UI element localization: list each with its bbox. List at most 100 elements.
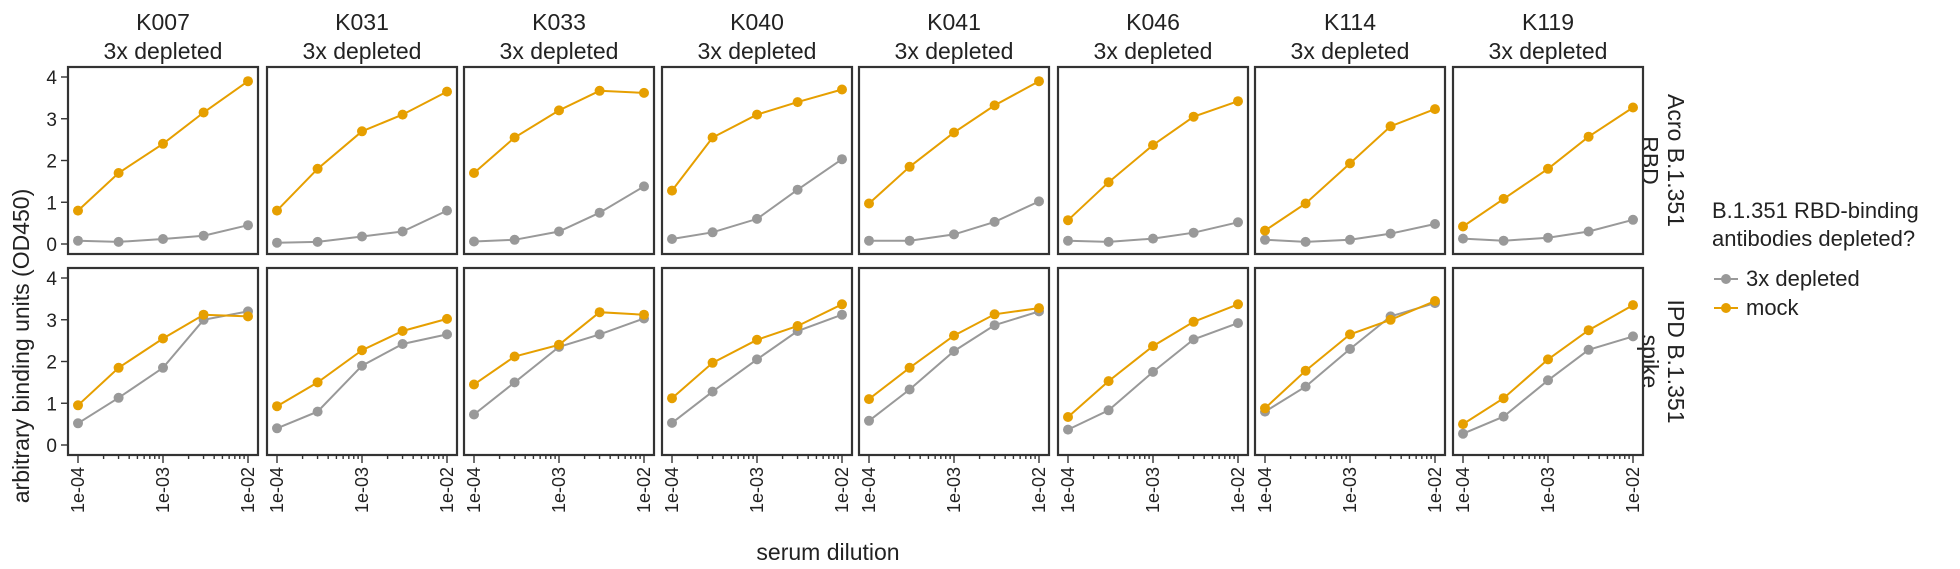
y-tick-label: 1 [46, 394, 57, 415]
data-point [707, 357, 718, 368]
panel-K007-row-1: 0 1 2 3 4 [46, 65, 260, 256]
data-point [1583, 226, 1594, 237]
data-point [397, 109, 408, 120]
column-title-K007: K007 [136, 9, 190, 35]
facet-panels: 0 1 2 3 4 0 1 2 3 4 1e-04 1e-03 1e-02 1e-04 1e-03 1e-02… [46, 65, 1645, 513]
x-tick-label: 1e-02 [1029, 467, 1049, 513]
data-point [707, 386, 718, 397]
data-point [594, 307, 605, 318]
data-point [1103, 177, 1114, 188]
data-point [989, 100, 1000, 111]
data-point [357, 126, 367, 137]
data-point [752, 354, 762, 365]
series-3x-depleted [469, 181, 649, 247]
series-mock [864, 303, 1044, 405]
panel-frame [1253, 65, 1447, 256]
x-tick-label: 1e-04 [1058, 467, 1078, 513]
x-tick-label: 1e-02 [238, 467, 258, 513]
data-point [594, 207, 605, 218]
column-subtitle-K041: 3x depleted [895, 38, 1014, 64]
data-point [1385, 314, 1396, 325]
series-3x-depleted [1458, 214, 1638, 246]
panel-frame [660, 65, 854, 256]
data-point [158, 138, 168, 149]
data-point [864, 198, 874, 209]
panel-K007-row-2: 0 1 2 3 4 1e-04 1e-03 1e-02 [46, 266, 260, 513]
series-3x-depleted [1260, 298, 1440, 417]
row-title-line: RBD [1637, 136, 1663, 185]
column-title-K040: K040 [730, 9, 784, 35]
row-title-line: spike [1637, 335, 1663, 389]
series-3x-depleted [1458, 331, 1638, 439]
data-point [1543, 375, 1553, 386]
panel-frame [462, 266, 656, 457]
data-point [442, 329, 452, 340]
y-tick-label: 3 [46, 311, 57, 332]
data-point [397, 226, 408, 237]
x-tick-label: 1e-02 [1228, 467, 1248, 513]
panel-K033-row-2: 1e-04 1e-03 1e-02 [462, 266, 656, 513]
series-3x-depleted [272, 329, 452, 434]
column-title-K031: K031 [335, 9, 389, 35]
series-line [1264, 108, 1436, 232]
column-title-K041: K041 [927, 9, 981, 35]
row-title-line: IPD B.1.351 [1663, 299, 1689, 423]
data-point [469, 409, 479, 420]
data-point [1063, 235, 1073, 246]
data-point [1345, 234, 1355, 245]
y-tick-label: 2 [46, 353, 57, 374]
series-line [1067, 100, 1239, 221]
data-point [949, 330, 959, 341]
data-point [158, 333, 168, 344]
data-point [949, 127, 959, 138]
x-tick-label: 1e-04 [1453, 467, 1473, 513]
data-point [397, 339, 408, 349]
column-subtitle-K114: 3x depleted [1291, 38, 1410, 64]
panel-frame [1451, 65, 1645, 256]
legend-title-line-1: B.1.351 RBD-binding [1712, 198, 1919, 223]
data-point [1148, 366, 1158, 377]
data-point [1430, 296, 1440, 306]
series-3x-depleted [272, 205, 452, 248]
column-subtitle-K040: 3x depleted [698, 38, 817, 64]
data-point [1543, 232, 1553, 243]
series-line [1264, 302, 1436, 413]
data-point [1345, 329, 1355, 340]
x-tick-label: 1e-03 [747, 467, 767, 513]
series-mock [1260, 104, 1440, 236]
data-point [752, 109, 762, 120]
data-point [792, 97, 803, 108]
panel-K031-row-1 [265, 65, 459, 256]
y-tick-label: 3 [46, 110, 57, 131]
data-point [1300, 236, 1311, 247]
x-tick-label: 1e-04 [68, 467, 88, 513]
panel-K031-row-2: 1e-04 1e-03 1e-02 [265, 266, 459, 513]
data-point [509, 132, 520, 143]
panel-frame [462, 65, 656, 256]
data-point [949, 346, 959, 357]
series-mock [272, 86, 452, 216]
legend-swatch-marker [1721, 303, 1731, 313]
series-mock [667, 299, 847, 404]
panel-frame [857, 65, 1051, 256]
data-point [1498, 393, 1509, 404]
series-mock [73, 309, 253, 411]
column-title-K033: K033 [532, 9, 586, 35]
panel-K119-row-1 [1451, 65, 1645, 256]
x-tick-label: 1e-03 [153, 467, 173, 513]
data-point [73, 205, 83, 216]
data-point [312, 163, 323, 174]
data-point [639, 309, 649, 320]
y-tick-label: 1 [46, 193, 57, 214]
column-subtitle-K007: 3x depleted [104, 38, 223, 64]
data-point [1148, 341, 1158, 352]
x-tick-label: 1e-03 [549, 467, 569, 513]
data-point [1260, 225, 1270, 236]
data-point [1583, 325, 1594, 336]
series-3x-depleted [1260, 219, 1440, 247]
legend-entry-mock: mock [1714, 295, 1800, 320]
series-line [671, 313, 843, 424]
data-point [1345, 344, 1355, 354]
data-point [198, 309, 209, 320]
